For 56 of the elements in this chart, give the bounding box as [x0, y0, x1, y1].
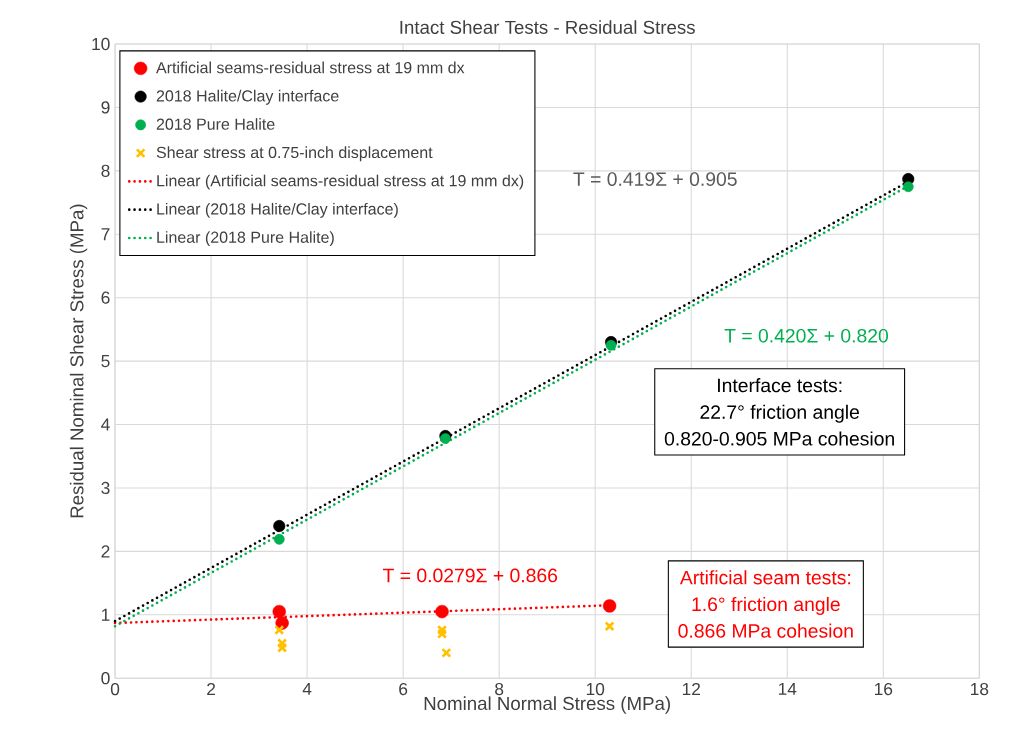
legend-label: Linear (2018 Halite/Clay interface): [157, 202, 398, 218]
legend-label: Shear stress at 0.75-inch displacement: [156, 146, 433, 162]
annotation: 22.7° friction angle: [700, 404, 859, 423]
x-tick-label: 14: [778, 682, 797, 695]
point: [273, 533, 285, 545]
annotation: 0.866 MPa cohesion: [678, 623, 853, 638]
y-tick-label: 9: [101, 101, 110, 114]
annotation: T = 0.420Σ + 0.820: [724, 328, 889, 343]
x-tick-label: 16: [874, 682, 893, 696]
y-tick-label: 2: [101, 545, 110, 558]
y-tick-label: 10: [92, 37, 110, 51]
point: [273, 519, 286, 532]
y-tick-label: 7: [101, 228, 110, 241]
x-tick-label: 12: [682, 682, 700, 695]
point: [441, 647, 452, 658]
y-tick-label: 3: [101, 481, 110, 494]
legend-label: 2018 Halite/Clay interface: [156, 89, 339, 105]
y-tick-label: 8: [101, 164, 110, 177]
point: [275, 616, 289, 630]
x-tick-label: 10: [586, 682, 605, 696]
point: [605, 339, 617, 351]
point: [274, 624, 285, 636]
x-axis-title: Nominal Normal Stress (MPa): [424, 696, 670, 714]
x-tick-label: 4: [302, 682, 312, 695]
x-tick-label: 6: [399, 682, 408, 696]
y-tick-label: 1: [102, 608, 110, 621]
point: [440, 433, 451, 444]
point: [902, 181, 914, 192]
legend-label: Artificial seams-residual stress at 19 mm dx: [156, 61, 465, 74]
x-tick-label: 2: [207, 682, 216, 695]
point: [435, 604, 449, 619]
point: [272, 604, 286, 619]
point: [436, 628, 448, 639]
x-tick-label: 0: [110, 682, 120, 696]
y-tick-label: 6: [101, 291, 110, 304]
point: [604, 620, 615, 632]
annotation: T = 0.419Σ + 0.905: [573, 172, 737, 186]
point: [602, 599, 617, 613]
legend-label: 2018 Pure Halite: [156, 117, 275, 130]
legend-label: Linear (2018 Pure Halite): [157, 231, 334, 246]
point: [277, 638, 288, 649]
x-tick-label: 18: [971, 682, 989, 696]
y-tick-label: 4: [101, 418, 110, 431]
x-tick-label: 8: [495, 682, 504, 696]
annotation: Interface tests:: [718, 377, 842, 393]
annotation: 1.6° friction angle: [692, 596, 840, 615]
annotation: T = 0.0279Σ + 0.866: [383, 568, 558, 583]
y-tick-label: 0: [101, 671, 110, 685]
chart-title: Intact Shear Tests - Residual Stress: [400, 20, 695, 34]
point: [436, 624, 448, 636]
y-axis-title: Residual Nominal Shear Stress (MPa): [69, 204, 88, 518]
legend-label: Linear (Artificial seams-residual stress at 19 mm dx): [157, 174, 524, 190]
annotation: 0.820-0.905 MPa cohesion: [664, 431, 894, 446]
y-tick-label: 5: [101, 354, 110, 368]
annotation: Artificial seam tests:: [679, 570, 851, 585]
point: [277, 642, 288, 653]
